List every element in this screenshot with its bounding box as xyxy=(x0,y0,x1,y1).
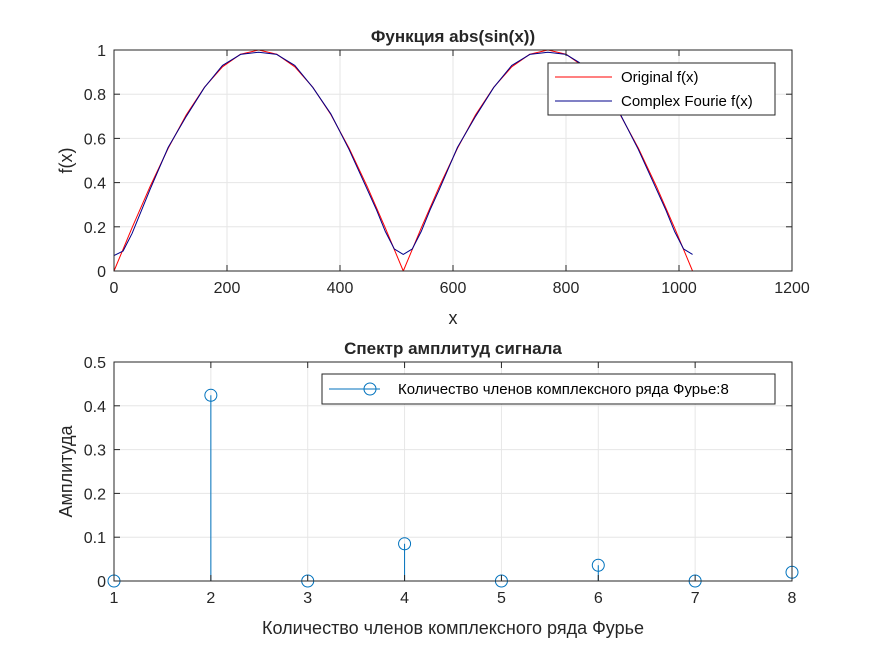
x-tick-label: 0 xyxy=(110,280,119,297)
spectrum-plot-ticks: 1 2 3 4 5 6 7 8 0 0.1 0.2 0.3 0.4 0.5 xyxy=(84,355,797,607)
x-tick-label: 800 xyxy=(553,280,580,297)
spectrum-plot-y-axis-label: Амплитуда xyxy=(56,424,76,517)
y-tick-label: 0.4 xyxy=(84,176,106,193)
function-plot-ticks: 0 200 400 600 800 1000 1200 0 0.2 0.4 0.6 0.8 1 xyxy=(84,43,810,297)
legend-marker-stem xyxy=(363,382,377,396)
x-tick-label: 4 xyxy=(400,590,409,607)
x-tick-label: 400 xyxy=(327,280,354,297)
x-tick-label: 8 xyxy=(788,590,797,607)
stem-marker xyxy=(591,558,605,572)
y-tick-label: 0.1 xyxy=(84,530,106,547)
y-tick-label: 1 xyxy=(97,43,106,60)
function-plot-legend-box xyxy=(547,62,776,116)
spectrum-plot-x-axis-label: Количество членов комплексного ряда Фурь… xyxy=(262,618,644,638)
y-tick-label: 0.8 xyxy=(84,87,106,104)
y-tick-label: 0.2 xyxy=(84,486,106,503)
stem-marker xyxy=(398,537,412,551)
x-tick-label: 1 xyxy=(110,590,119,607)
spectrum-plot-title: Спектр амплитуд сигнала xyxy=(344,339,562,358)
x-tick-label: 3 xyxy=(303,590,312,607)
function-plot-y-axis-label: f(x) xyxy=(56,148,76,174)
spectrum-plot-legend-box xyxy=(321,373,776,405)
x-tick-label: 1000 xyxy=(661,280,697,297)
spectrum-plot-frame xyxy=(113,361,793,582)
y-tick-label: 0 xyxy=(97,574,106,591)
legend-label-stem: Количество членов комплексного ряда Фурь… xyxy=(398,381,729,398)
x-tick-label: 6 xyxy=(594,590,603,607)
stem-marker xyxy=(204,388,218,402)
legend-label-fourier: Complex Fourie f(x) xyxy=(621,93,753,110)
x-tick-label: 5 xyxy=(497,590,506,607)
x-tick-label: 600 xyxy=(440,280,467,297)
function-plot-x-axis-label: x xyxy=(449,308,458,328)
function-plot: 0 200 400 600 800 1000 1200 0 0.2 0.4 0.6 0.8 1 Функ… xyxy=(56,27,810,328)
y-tick-label: 0.2 xyxy=(84,220,106,237)
function-plot-legend[interactable]: Original f(x) Complex Fourie f(x) xyxy=(547,62,776,116)
function-plot-title: Функция abs(sin(x)) xyxy=(371,27,535,46)
x-tick-label: 2 xyxy=(206,590,215,607)
y-tick-label: 0.6 xyxy=(84,131,106,148)
x-tick-label: 200 xyxy=(214,280,241,297)
legend-label-original: Original f(x) xyxy=(621,69,699,86)
y-tick-label: 0 xyxy=(97,264,106,281)
spectrum-plot: 1 2 3 4 5 6 7 8 0 0.1 0.2 0.3 0.4 0.5 Спектр амплитуд… xyxy=(56,339,799,638)
y-tick-label: 0.5 xyxy=(84,355,106,372)
y-tick-label: 0.4 xyxy=(84,399,106,416)
x-tick-label: 7 xyxy=(691,590,700,607)
x-tick-label: 1200 xyxy=(774,280,810,297)
y-tick-label: 0.3 xyxy=(84,443,106,460)
spectrum-plot-legend[interactable]: Количество членов комплексного ряда Фурь… xyxy=(321,373,776,405)
